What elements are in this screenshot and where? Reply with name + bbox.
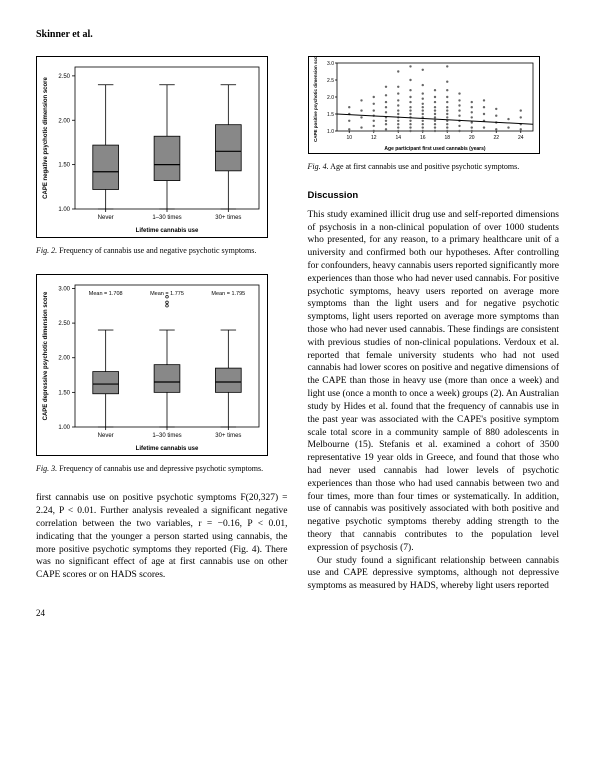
discussion-text: This study examined illicit drug use and… [308, 209, 560, 593]
svg-text:CAPE negative psychotic dimens: CAPE negative psychotic dimension score [43, 76, 49, 198]
svg-text:20: 20 [468, 135, 474, 141]
svg-text:2.50: 2.50 [58, 73, 70, 79]
svg-text:2.5: 2.5 [327, 78, 334, 84]
svg-text:1.00: 1.00 [58, 207, 70, 213]
main-columns: 1.00 1.50 2.00 2.50 CAPE negative psychotic … [36, 56, 559, 594]
svg-text:1.50: 1.50 [58, 162, 70, 168]
left-paragraph: first cannabis use on positive psychotic… [36, 492, 288, 582]
fig3-caption: Fig. 3. Frequency of cannabis use and de… [36, 464, 288, 474]
fig4-label: Fig. 4. [308, 162, 329, 171]
fig4-captext: Age at first cannabis use and positive p… [329, 162, 520, 171]
right-column: 1.0 1.5 2.0 2.5 3.0 10 12 14 16 18 20 22 24 CAPE posi… [308, 56, 560, 594]
svg-text:2.0: 2.0 [327, 95, 334, 101]
svg-text:1–30 times: 1–30 times [152, 433, 181, 439]
discussion-p2: Our study found a significant relationsh… [308, 555, 560, 593]
svg-text:30+ times: 30+ times [215, 215, 241, 221]
svg-text:2.00: 2.00 [58, 356, 70, 362]
svg-text:CAPE positive psychotic dimens: CAPE positive psychotic dimension score [313, 57, 318, 142]
svg-text:CAPE depressive psychotic dime: CAPE depressive psychotic dimension scor… [43, 291, 49, 420]
svg-text:Never: Never [98, 215, 114, 221]
page-number: 24 [36, 607, 559, 619]
fig3-captext: Frequency of cannabis use and depressive… [57, 464, 263, 473]
figure-2: 1.00 1.50 2.00 2.50 CAPE negative psychotic … [36, 56, 288, 238]
svg-text:1.0: 1.0 [327, 129, 334, 135]
svg-text:1.00: 1.00 [58, 425, 70, 431]
fig2-plot: 1.00 1.50 2.00 2.50 CAPE negative psychotic … [36, 56, 268, 238]
svg-text:1.50: 1.50 [58, 390, 70, 396]
discussion-p1: This study examined illicit drug use and… [308, 209, 560, 555]
svg-text:3.0: 3.0 [327, 61, 334, 67]
fig4-plot: 1.0 1.5 2.0 2.5 3.0 10 12 14 16 18 20 22 24 CAPE posi… [308, 56, 540, 154]
running-header: Skinner et al. [36, 28, 559, 42]
figure-4: 1.0 1.5 2.0 2.5 3.0 10 12 14 16 18 20 22 24 CAPE posi… [308, 56, 560, 154]
svg-text:14: 14 [395, 135, 401, 141]
fig3-plot: 1.00 1.50 2.00 2.50 3.00 CAPE depressive psyc… [36, 274, 268, 456]
svg-text:3.00: 3.00 [58, 286, 70, 292]
svg-text:2.00: 2.00 [58, 118, 70, 124]
svg-text:Mean = 1.795: Mean = 1.795 [211, 291, 245, 297]
svg-text:1–30 times: 1–30 times [152, 215, 181, 221]
fig4-caption: Fig. 4. Age at first cannabis use and po… [308, 162, 560, 172]
left-column: 1.00 1.50 2.00 2.50 CAPE negative psychotic … [36, 56, 288, 594]
svg-text:Age participant first used can: Age participant first used cannabis (yea… [384, 146, 485, 152]
fig2-captext: Frequency of cannabis use and negative p… [57, 246, 256, 255]
fig2-label: Fig. 2. [36, 246, 57, 255]
discussion-heading: Discussion [308, 190, 560, 203]
svg-text:22: 22 [493, 135, 499, 141]
figure-3: 1.00 1.50 2.00 2.50 3.00 CAPE depressive psyc… [36, 274, 288, 456]
svg-text:Mean = 1.708: Mean = 1.708 [89, 291, 123, 297]
svg-text:Mean = 1.775: Mean = 1.775 [150, 291, 184, 297]
svg-text:Lifetime cannabis use: Lifetime cannabis use [136, 228, 199, 234]
fig2-caption: Fig. 2. Frequency of cannabis use and ne… [36, 246, 288, 256]
fig3-label: Fig. 3. [36, 464, 57, 473]
svg-text:Never: Never [98, 433, 114, 439]
svg-text:Lifetime cannabis use: Lifetime cannabis use [136, 446, 199, 452]
svg-text:18: 18 [444, 135, 450, 141]
svg-text:12: 12 [370, 135, 376, 141]
svg-text:24: 24 [517, 135, 523, 141]
svg-text:30+ times: 30+ times [215, 433, 241, 439]
svg-text:1.5: 1.5 [327, 112, 334, 118]
svg-text:2.50: 2.50 [58, 321, 70, 327]
svg-text:10: 10 [346, 135, 352, 141]
svg-text:16: 16 [419, 135, 425, 141]
left-body-text: first cannabis use on positive psychotic… [36, 492, 288, 582]
